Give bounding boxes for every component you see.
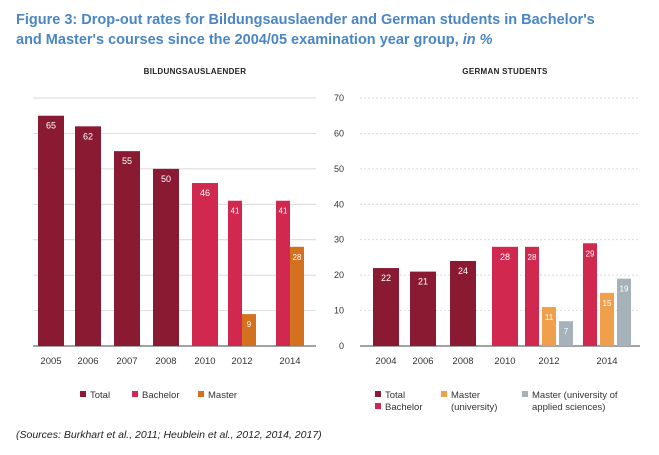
y-tick-label: 0	[339, 341, 344, 351]
legend-swatch	[375, 403, 381, 410]
y-tick-label: 40	[334, 199, 344, 209]
data-label: 15	[603, 299, 612, 308]
x-tick-label: 2014	[279, 356, 300, 367]
x-tick-label: 2010	[194, 356, 215, 367]
x-tick-label: 2005	[40, 356, 61, 367]
figure-title-line1: Figure 3: Drop-out rates for Bildungsaus…	[16, 12, 595, 28]
y-tick-label: 70	[334, 93, 344, 103]
bar-total	[114, 151, 140, 346]
x-tick-label: 2006	[77, 356, 98, 367]
data-label: 62	[83, 131, 93, 141]
bar-total	[153, 168, 179, 346]
legend-label: Master	[208, 390, 238, 401]
data-label: 46	[200, 188, 210, 198]
bar-master-university-of-applied-sciences	[559, 321, 573, 346]
bar-total	[373, 268, 399, 346]
data-label: 21	[418, 277, 428, 287]
data-label: 28	[293, 253, 302, 262]
x-tick-label: 2004	[375, 356, 396, 367]
legend-item: Total	[80, 390, 110, 402]
data-label: 9	[247, 320, 252, 329]
bar-master-university-of-applied-sciences	[617, 278, 631, 346]
bar-bachelor	[583, 243, 597, 346]
bar-bachelor	[492, 246, 518, 346]
data-label: 29	[586, 249, 595, 258]
bar-bachelor	[276, 200, 290, 346]
legend-item: Bachelor	[375, 402, 423, 414]
legend-swatch	[375, 391, 381, 398]
data-label: 11	[545, 313, 554, 322]
data-label: 24	[458, 266, 468, 276]
x-tick-label: 2008	[155, 356, 176, 367]
y-tick-label: 50	[334, 164, 344, 174]
x-tick-label: 2008	[452, 356, 473, 367]
data-label: 28	[528, 253, 537, 262]
data-label: 19	[620, 285, 629, 294]
x-tick-label: 2012	[231, 356, 252, 367]
figure-title: Figure 3: Drop-out rates for Bildungsaus…	[16, 10, 646, 50]
y-tick-label: 10	[334, 306, 344, 316]
legend-item: Master (university)	[441, 390, 497, 414]
y-tick-label: 20	[334, 270, 344, 280]
legend-label: Total	[385, 390, 406, 401]
bar-total	[410, 271, 436, 346]
data-label: 50	[161, 174, 171, 184]
legend-label: Bachelor	[385, 402, 423, 413]
legend-swatch	[198, 391, 204, 398]
x-tick-label: 2012	[538, 356, 559, 367]
y-tick-label: 30	[334, 235, 344, 245]
legend-item: Total	[375, 390, 405, 402]
data-label: 65	[46, 121, 56, 131]
legend-swatch	[522, 391, 528, 398]
bar-master	[242, 314, 256, 346]
x-tick-label: 2007	[116, 356, 137, 367]
legend-item: Master	[198, 390, 237, 402]
legend-item: Master (university of applied sciences)	[522, 390, 618, 414]
panel-title-bildungsauslaender: BILDUNGSAUSLAENDER	[143, 67, 247, 76]
bar-master-university	[600, 292, 614, 346]
legend-label: Master (university of applied sciences)	[532, 390, 618, 413]
data-label: 28	[500, 252, 510, 262]
bar-total	[75, 126, 101, 346]
bar-master-university	[542, 307, 556, 346]
bar-total	[38, 115, 64, 346]
figure-title-line2: and Master's courses since the 2004/05 e…	[16, 32, 459, 48]
legend-swatch	[80, 391, 86, 398]
data-label: 41	[231, 207, 240, 216]
legend-label: Total	[90, 390, 111, 401]
panel-title-german-students: GERMAN STUDENTS	[462, 67, 548, 76]
data-label: 55	[122, 156, 132, 166]
data-label: 22	[381, 273, 391, 283]
y-tick-label: 60	[334, 128, 344, 138]
figure-title-line2-wrap: and Master's courses since the 2004/05 e…	[16, 30, 646, 50]
x-tick-label: 2010	[494, 356, 515, 367]
bar-bachelor	[192, 183, 218, 346]
bar-bachelor	[228, 200, 242, 346]
legend-item: Bachelor	[132, 390, 180, 402]
x-tick-label: 2014	[596, 356, 617, 367]
data-label: 7	[564, 327, 569, 336]
bar-bachelor	[525, 246, 539, 346]
legend-swatch	[132, 391, 138, 398]
bar-master	[290, 246, 304, 346]
legend-label: Bachelor	[142, 390, 180, 401]
figure-title-unit: in %	[462, 32, 493, 48]
source-note: (Sources: Burkhart et al., 2011; Heublei…	[16, 429, 322, 441]
data-label: 41	[279, 207, 288, 216]
bar-total	[450, 260, 476, 346]
legend-label: Master (university)	[451, 390, 498, 413]
x-tick-label: 2006	[412, 356, 433, 367]
legend-swatch	[441, 391, 447, 398]
